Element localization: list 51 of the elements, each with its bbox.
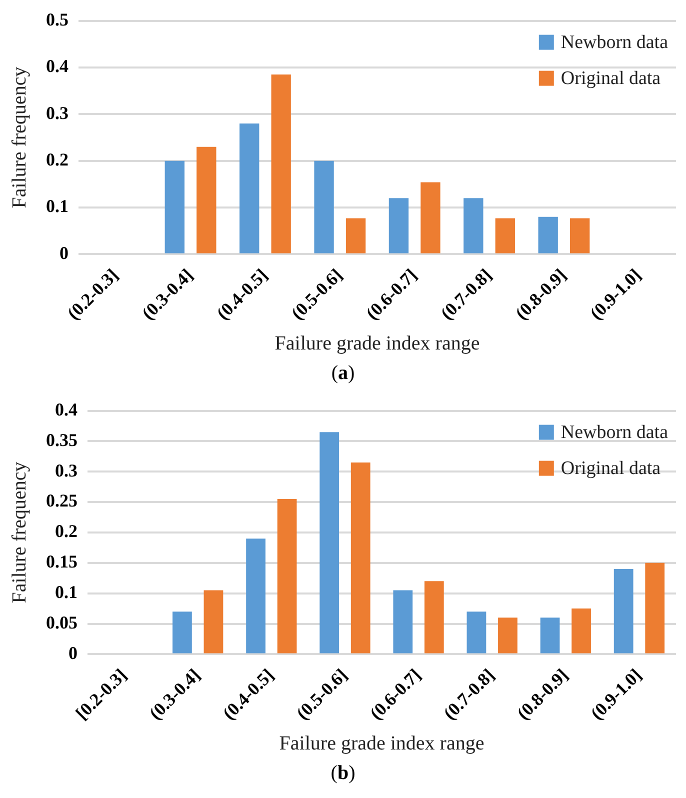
bar: [498, 618, 518, 654]
bar: [464, 198, 484, 254]
bar: [572, 608, 591, 654]
bar: [466, 612, 486, 654]
y-tick-label: 0.2: [46, 149, 68, 170]
y-tick-label: 0.25: [46, 490, 78, 511]
legend-label: Newborn data: [560, 32, 669, 53]
bar: [538, 216, 558, 254]
y-tick-label: 0.1: [55, 582, 78, 602]
bar: [164, 160, 184, 254]
bar: [393, 590, 413, 654]
y-tick-label: 0.5: [46, 9, 68, 30]
bar: [204, 590, 224, 654]
bar: [240, 123, 260, 254]
bar: [540, 618, 560, 654]
bar: [570, 218, 590, 254]
y-tick-label: 0.1: [46, 196, 68, 216]
bar: [277, 499, 297, 654]
y-tick-label: 0.2: [55, 521, 78, 542]
x-axis-title: Failure grade index range: [279, 732, 484, 754]
bar: [271, 74, 291, 254]
bar: [388, 198, 409, 254]
bar: [614, 569, 634, 654]
bar: [196, 146, 216, 254]
bar: [350, 462, 370, 654]
bar: [495, 218, 515, 254]
bar: [346, 218, 366, 254]
y-tick-label: 0.05: [46, 612, 78, 632]
x-axis-title: Failure grade index range: [274, 332, 480, 354]
y-axis-title: Failure frequency: [8, 462, 30, 604]
text: (a): [330, 361, 356, 386]
y-tick-label: 0: [60, 242, 68, 263]
bar: [172, 612, 192, 654]
bar: [420, 182, 440, 254]
y-tick-label: 0: [68, 642, 78, 663]
y-tick-label: 0.4: [55, 399, 78, 420]
text: (b): [330, 761, 356, 786]
legend-label: Original data: [560, 68, 662, 89]
y-tick-label: 0.35: [46, 430, 78, 450]
y-tick-label: 0.4: [46, 56, 68, 76]
y-tick-label: 0.3: [55, 460, 78, 480]
y-tick-label: 0.3: [46, 102, 68, 123]
legend-label: Newborn data: [560, 422, 669, 443]
y-tick-label: 0.15: [46, 552, 78, 572]
bar: [314, 160, 334, 254]
y-axis-title: Failure frequency: [8, 66, 30, 208]
bar: [645, 562, 665, 654]
bar: [246, 538, 266, 654]
bar: [320, 432, 340, 654]
bar: [424, 581, 444, 654]
legend-label: Original data: [560, 458, 662, 479]
